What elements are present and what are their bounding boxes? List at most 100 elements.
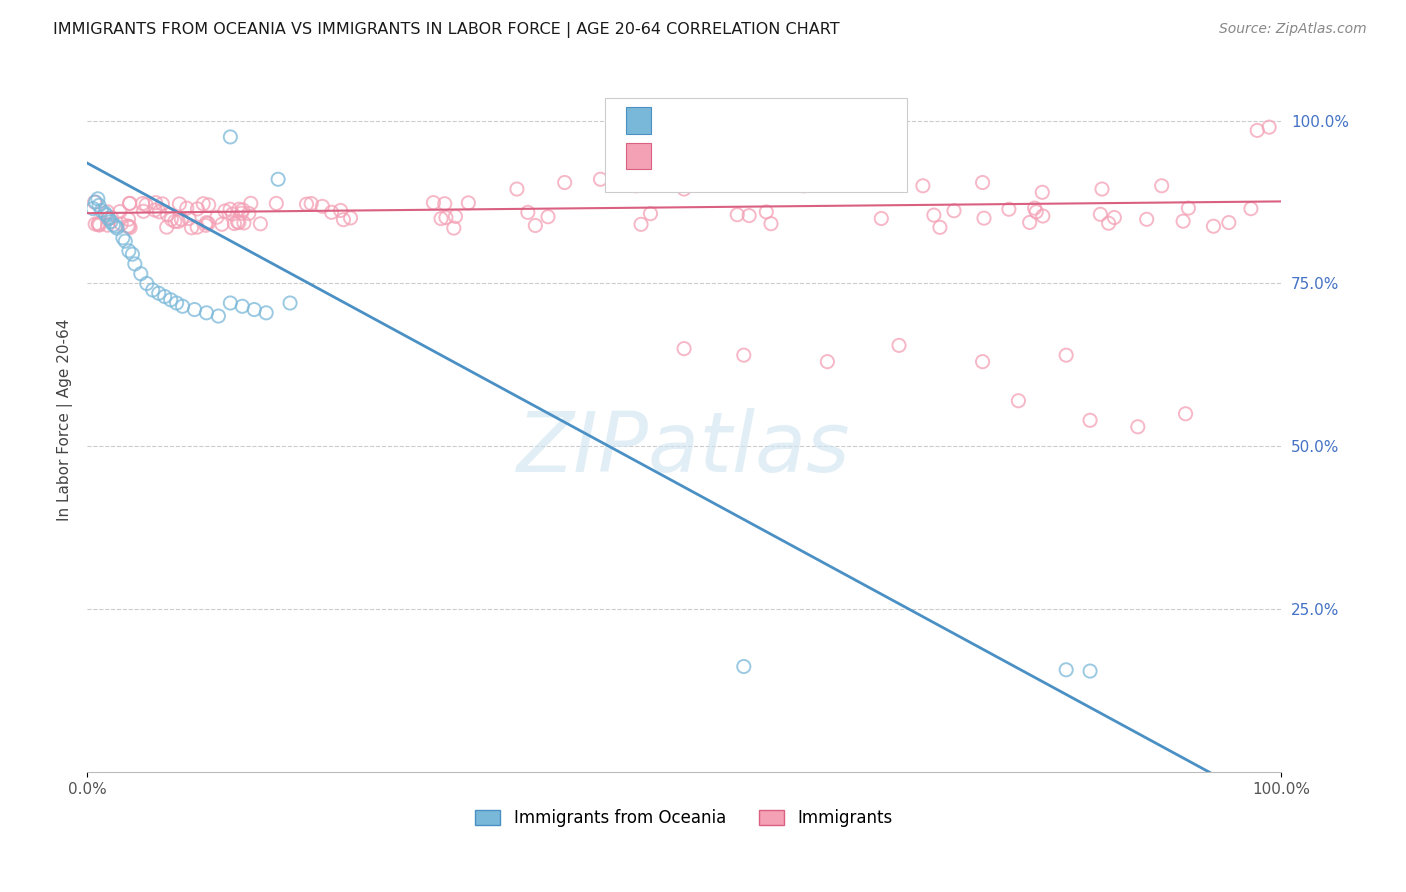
Point	[186, 202, 208, 216]
Point	[195, 306, 218, 320]
Point	[506, 182, 529, 196]
Point	[709, 176, 731, 190]
Point	[118, 219, 141, 234]
Point	[1258, 120, 1281, 135]
Point	[143, 202, 166, 217]
Point	[195, 216, 218, 230]
Point	[177, 211, 200, 226]
Point	[97, 211, 120, 226]
Point	[100, 214, 122, 228]
Point	[87, 218, 110, 232]
Point	[266, 196, 288, 211]
Point	[738, 209, 761, 223]
Point	[96, 218, 118, 232]
Point	[1246, 123, 1268, 137]
Point	[1078, 413, 1101, 427]
Point	[193, 196, 215, 211]
Point	[124, 257, 146, 271]
Point	[1240, 202, 1263, 216]
Point	[254, 306, 277, 320]
Point	[197, 198, 219, 212]
Point	[87, 198, 110, 212]
Point	[537, 210, 560, 224]
Y-axis label: In Labor Force | Age 20-64: In Labor Force | Age 20-64	[58, 319, 73, 522]
Point	[249, 217, 271, 231]
Point	[231, 206, 253, 220]
Point	[434, 211, 457, 225]
Point	[160, 212, 183, 227]
Point	[972, 176, 994, 190]
Point	[232, 202, 254, 217]
Point	[84, 217, 107, 231]
Point	[922, 208, 945, 222]
Point	[1031, 186, 1053, 200]
Point	[1126, 419, 1149, 434]
Point	[231, 299, 253, 313]
Point	[1104, 211, 1126, 225]
Point	[135, 277, 157, 291]
Point	[554, 176, 576, 190]
Point	[1024, 201, 1046, 215]
Point	[1032, 209, 1054, 223]
Point	[339, 211, 361, 225]
Point	[524, 219, 547, 233]
Text: IMMIGRANTS FROM OCEANIA VS IMMIGRANTS IN LABOR FORCE | AGE 20-64 CORRELATION CHA: IMMIGRANTS FROM OCEANIA VS IMMIGRANTS IN…	[53, 22, 839, 38]
Legend: Immigrants from Oceania, Immigrants: Immigrants from Oceania, Immigrants	[468, 803, 900, 834]
Point	[96, 205, 118, 219]
Point	[626, 178, 648, 193]
Point	[117, 212, 139, 227]
Point	[167, 214, 190, 228]
Point	[1202, 219, 1225, 234]
Point	[148, 286, 170, 301]
Point	[1174, 407, 1197, 421]
Point	[186, 220, 208, 235]
Point	[142, 283, 165, 297]
Point	[589, 172, 612, 186]
Point	[329, 203, 352, 218]
Point	[725, 208, 748, 222]
Point	[267, 172, 290, 186]
Point	[998, 202, 1021, 217]
Point	[759, 217, 782, 231]
Point	[135, 198, 157, 212]
Point	[422, 195, 444, 210]
Point	[108, 204, 131, 219]
Point	[311, 199, 333, 213]
Text: R =  0.048   N= 157: R = 0.048 N= 157	[658, 143, 858, 161]
Point	[433, 196, 456, 211]
Point	[630, 218, 652, 232]
Point	[87, 217, 110, 231]
Point	[1171, 214, 1194, 228]
Point	[1136, 212, 1159, 227]
Point	[105, 221, 128, 235]
Point	[163, 214, 186, 228]
Point	[170, 212, 193, 227]
Point	[299, 196, 322, 211]
Point	[1091, 182, 1114, 196]
Point	[443, 221, 465, 235]
Point	[152, 197, 174, 211]
Point	[911, 178, 934, 193]
Point	[110, 217, 132, 231]
Point	[214, 204, 236, 219]
Point	[792, 178, 814, 193]
Point	[1218, 216, 1240, 230]
Point	[211, 217, 233, 231]
Point	[172, 299, 194, 313]
Point	[928, 220, 950, 235]
Point	[197, 216, 219, 230]
Point	[219, 202, 242, 217]
Point	[1054, 348, 1077, 362]
Point	[1007, 393, 1029, 408]
Point	[169, 197, 191, 211]
Point	[1150, 178, 1173, 193]
Point	[221, 207, 243, 221]
Point	[972, 354, 994, 368]
Point	[1177, 201, 1199, 215]
Point	[207, 309, 229, 323]
Point	[852, 172, 875, 186]
Point	[159, 293, 181, 307]
Point	[226, 215, 249, 229]
Point	[673, 182, 696, 196]
Point	[131, 196, 153, 211]
